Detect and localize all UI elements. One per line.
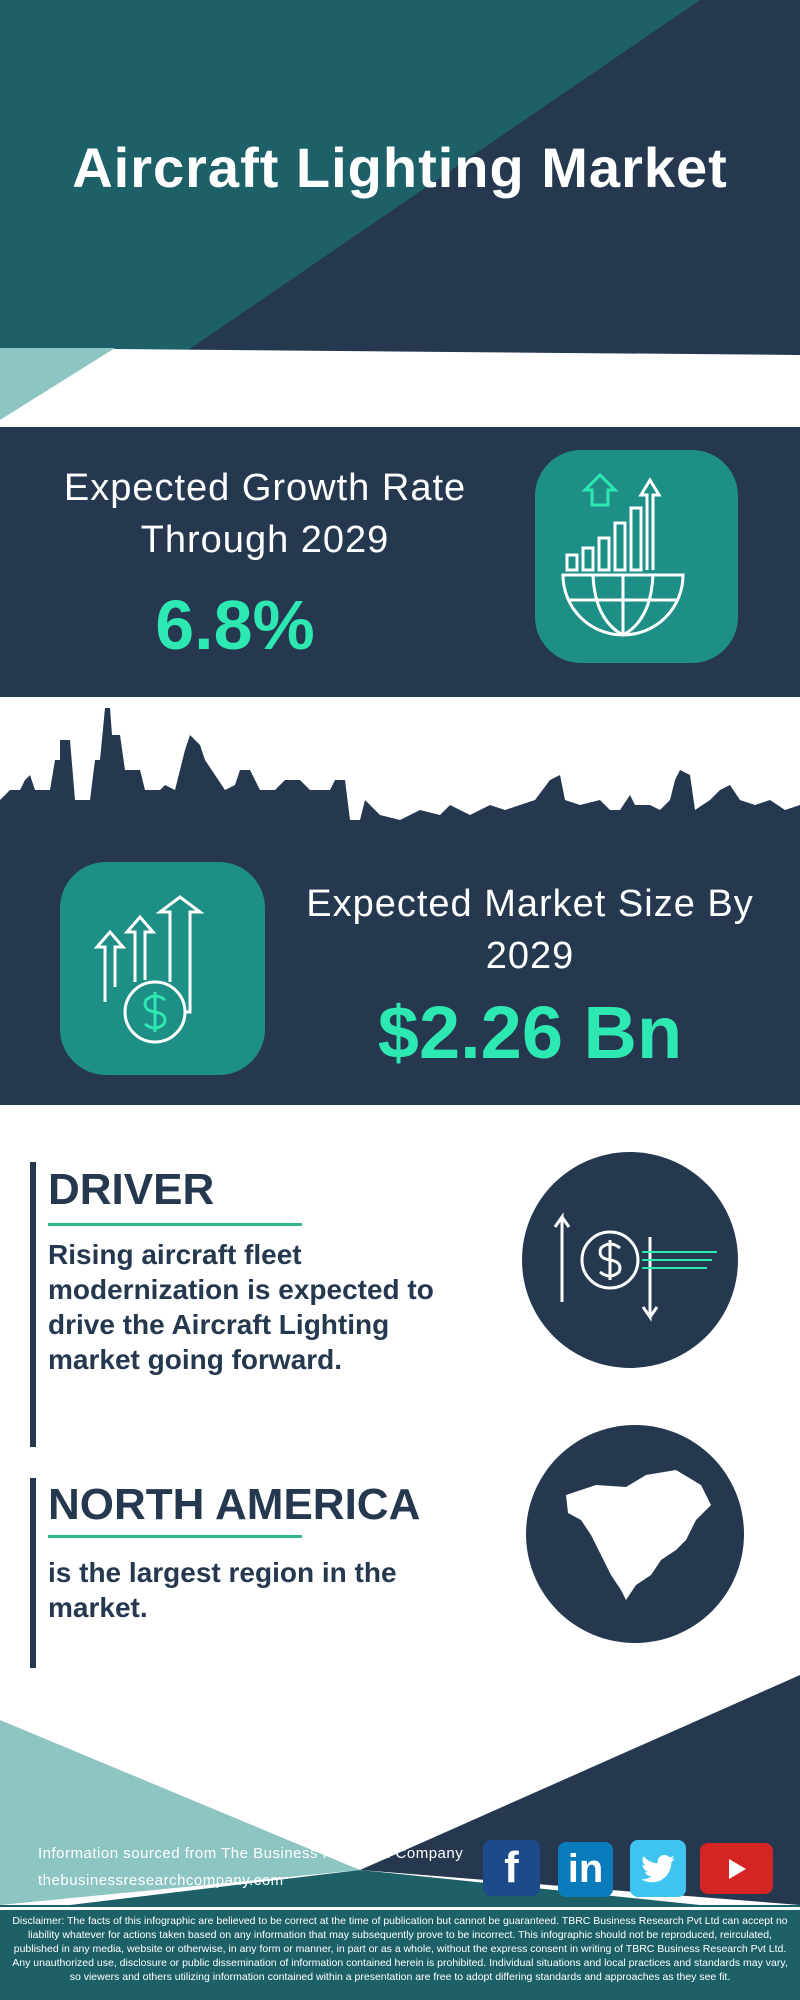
driver-accent-bar <box>30 1162 36 1447</box>
market-size-value: $2.26 Bn <box>377 991 683 1074</box>
linkedin-icon[interactable]: in <box>558 1842 613 1897</box>
region-accent-bar <box>30 1478 36 1668</box>
money-growth-icon <box>60 862 265 1075</box>
source-text: Information sourced from The Business Re… <box>38 1845 464 1862</box>
region-underline <box>48 1535 302 1538</box>
city-skyline <box>0 708 800 850</box>
facebook-icon[interactable]: f <box>483 1840 540 1896</box>
page-title: Aircraft Lighting Market <box>72 136 728 199</box>
region-text: is the largest region in the market. <box>48 1557 397 1623</box>
disclaimer-text: Disclaimer: The facts of this infographi… <box>12 1915 788 1983</box>
twitter-icon[interactable] <box>630 1840 686 1897</box>
growth-label: Expected Growth Rate Through 2029 <box>63 467 467 561</box>
growth-chart-globe-icon <box>535 450 738 663</box>
driver-text: Rising aircraft fleet modernization is e… <box>48 1239 434 1375</box>
market-size-label: Expected Market Size By 2029 <box>306 883 754 977</box>
region-heading: NORTH AMERICA <box>48 1480 421 1529</box>
growth-value: 6.8% <box>155 586 315 664</box>
website-link[interactable]: thebusinessresearchcompany.com <box>38 1872 284 1889</box>
driver-underline <box>48 1223 302 1226</box>
north-america-map-icon <box>526 1425 744 1643</box>
youtube-icon[interactable] <box>700 1843 773 1894</box>
dollar-exchange-icon <box>522 1152 738 1368</box>
driver-heading: DRIVER <box>48 1165 215 1214</box>
